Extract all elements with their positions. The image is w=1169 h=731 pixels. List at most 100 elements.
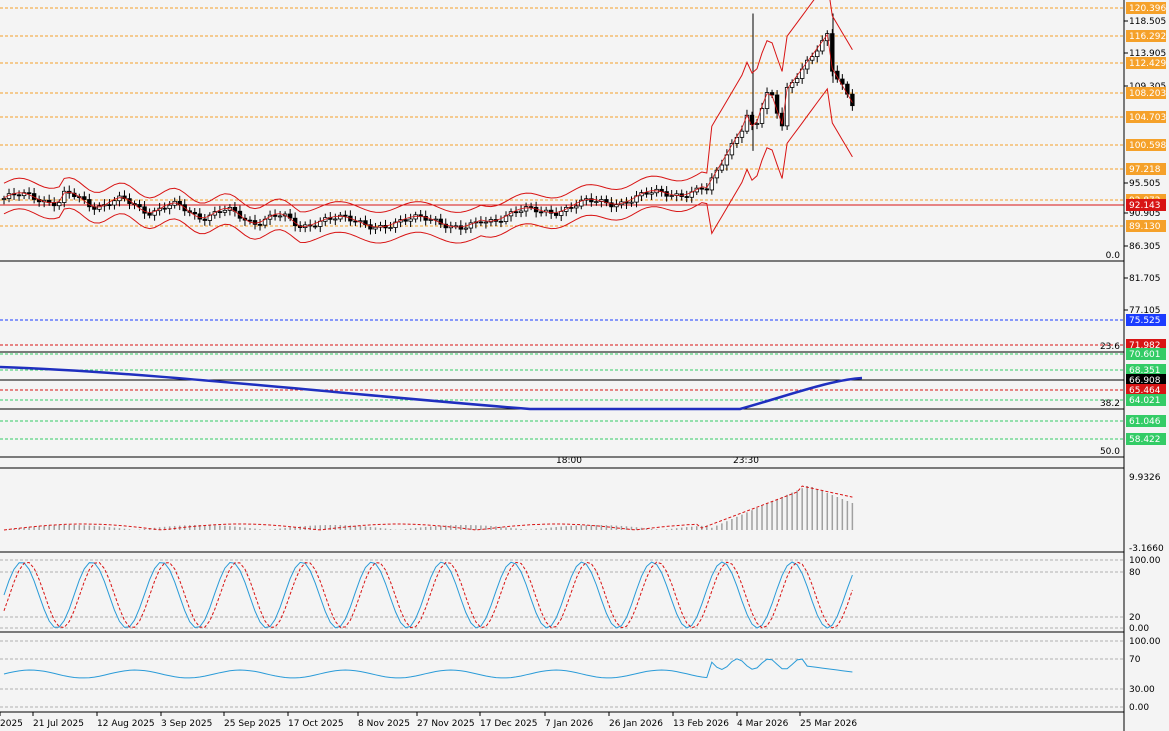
macd-bottom-label: -3.1660 [1129,544,1164,554]
price-tag-label: 70.601 [1129,350,1161,360]
candle-body [513,211,519,214]
candle-body [538,211,544,214]
candle-body [403,219,408,222]
price-tag-label: 68.351 [1129,366,1161,376]
rsi-level-label: 70 [1129,655,1141,665]
candle-body [719,164,725,171]
price-tick-label: 113.905 [1129,49,1166,59]
candle-body [820,40,825,52]
candle-body [292,217,298,227]
candle-body [518,210,524,213]
stochastic-pane [0,559,1124,629]
price-tag-label: 65.464 [1129,386,1161,396]
candle-body [16,194,22,197]
candle-body [714,169,720,179]
price-tag [1126,163,1166,175]
price-tag [1126,433,1166,445]
candle-body [388,227,393,229]
candle-body [423,215,428,221]
current-price-tag [1126,199,1166,211]
bollinger-middle [3,33,853,228]
stoch-d-line [3,561,853,629]
price-tag-label: 61.046 [1129,417,1161,427]
price-tick-label: 86.305 [1129,242,1161,252]
rsi-line [3,658,853,679]
candle-body [830,33,835,72]
candle-body [207,214,213,221]
price-tag [1126,394,1166,406]
candle-body [247,219,253,222]
time-label: 3 Sep 2025 [161,719,212,729]
price-tag [1126,139,1166,151]
candle-body [277,215,283,218]
candle-body [272,214,278,217]
candle-body [579,199,584,207]
price-tag-label: 58.422 [1129,435,1161,445]
candle-body [137,204,142,208]
candle-body [152,210,157,216]
candle-body [167,204,172,210]
candle-body [252,220,258,225]
rsi-pane [0,640,1124,708]
bollinger-lower [3,87,853,244]
candle-body [609,202,614,208]
candle-body [784,87,790,127]
price-tag-label: 71.982 [1129,341,1161,351]
price-tag [1126,220,1166,232]
candle-body [428,219,433,221]
candle-body [644,192,649,195]
time-marker: 18:00 [556,456,582,466]
candle-body [458,225,464,230]
candle-body [82,196,87,200]
rsi-level-label: 0.00 [1129,703,1149,713]
time-marker: 23:30 [733,456,759,466]
candle-body [222,209,228,213]
candle-body [569,207,574,209]
price-tag [1126,415,1166,427]
price-tag-label: 104.703 [1129,113,1166,123]
candle-body [127,198,132,204]
candle-body [478,221,484,224]
candle-body [443,223,448,229]
price-tick-label: 118.505 [1129,17,1166,27]
candle-body [634,195,639,203]
candle-body [594,201,599,203]
price-tag-label: 100.598 [1129,141,1166,151]
time-label: 12 Aug 2025 [97,719,155,729]
candle-body [142,206,147,214]
time-label: 25 Mar 2026 [800,719,857,729]
stoch-k-line [3,561,853,629]
time-label: 7 Jan 2026 [545,719,593,729]
price-tag [1126,111,1166,123]
candle-body [709,177,715,191]
candle-body [589,198,594,203]
price-tag-label: 66.908 [1129,376,1161,386]
candle-body [724,154,730,166]
candle-body [739,130,745,138]
candle-body [483,221,489,224]
price-tag-label: 75.525 [1129,316,1161,326]
candle-body [769,92,775,96]
candle-body [408,218,413,222]
time-label: 8 Nov 2025 [358,719,410,729]
candle-body [764,92,770,109]
price-tag-label: 64.021 [1129,396,1161,406]
candle-body [523,206,529,212]
candle-body [433,218,438,221]
candle-body [794,78,800,83]
price-tag [1126,374,1166,386]
time-label: 25 Sep 2025 [224,719,281,729]
stoch-level-label: 20 [1129,613,1141,623]
candle-body [754,123,760,125]
candle-body [147,212,152,216]
time-label: 4 Mar 2026 [737,719,789,729]
candle-body [122,195,127,200]
candle-body [393,221,398,228]
candle-body [498,220,504,223]
price-tag [1126,87,1166,99]
time-label: 27 Nov 2025 [417,719,475,729]
price-tick-label: 95.505 [1129,179,1161,189]
stoch-level-label: 80 [1129,568,1141,578]
